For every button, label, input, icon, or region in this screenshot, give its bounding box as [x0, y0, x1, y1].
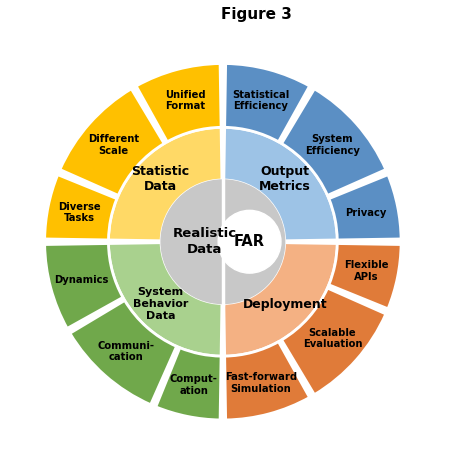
Text: Scalable
Evaluation: Scalable Evaluation [303, 328, 362, 349]
Text: Statistic
Data: Statistic Data [131, 165, 190, 193]
Wedge shape [281, 89, 386, 195]
Wedge shape [225, 342, 309, 420]
Text: System
Efficiency: System Efficiency [305, 134, 360, 155]
Text: FAR: FAR [234, 234, 265, 249]
Text: Dynamics: Dynamics [55, 274, 109, 284]
Text: Flexible
APIs: Flexible APIs [344, 260, 389, 282]
Wedge shape [45, 244, 123, 328]
Circle shape [218, 210, 281, 273]
Wedge shape [225, 64, 309, 142]
Text: Communi-
cation: Communi- cation [97, 340, 154, 362]
Wedge shape [70, 301, 177, 405]
Text: Unified
Format: Unified Format [164, 90, 206, 111]
Text: Privacy: Privacy [346, 208, 387, 218]
Wedge shape [109, 128, 222, 241]
Wedge shape [329, 175, 401, 240]
Wedge shape [60, 89, 164, 195]
Text: Figure 3: Figure 3 [221, 7, 292, 22]
Wedge shape [156, 348, 221, 420]
Text: Realistic
Data: Realistic Data [172, 227, 237, 256]
Text: Comput-
ation: Comput- ation [170, 374, 218, 396]
Text: Different
Scale: Different Scale [88, 134, 139, 155]
Text: Fast-forward
Simulation: Fast-forward Simulation [225, 372, 297, 394]
Text: System
Behavior
Data: System Behavior Data [133, 287, 188, 320]
Wedge shape [136, 64, 221, 142]
Circle shape [161, 180, 285, 303]
Wedge shape [281, 288, 386, 395]
Wedge shape [329, 244, 401, 309]
Wedge shape [45, 175, 117, 240]
Wedge shape [109, 243, 222, 356]
Text: Output
Metrics: Output Metrics [259, 165, 311, 193]
Text: Diverse
Tasks: Diverse Tasks [58, 202, 101, 223]
Wedge shape [224, 243, 337, 356]
Text: Deployment: Deployment [243, 298, 328, 310]
Wedge shape [224, 128, 337, 241]
Text: Statistical
Efficiency: Statistical Efficiency [232, 90, 289, 111]
